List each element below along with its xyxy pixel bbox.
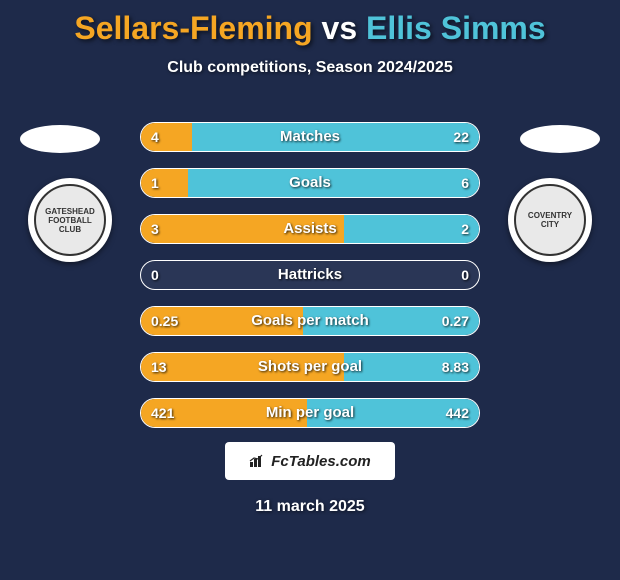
stat-row: 13Shots per goal8.83 bbox=[140, 352, 480, 382]
stat-value-right: 6 bbox=[461, 169, 469, 197]
stat-label: Min per goal bbox=[141, 399, 479, 427]
fctables-logo: FcTables.com bbox=[225, 442, 395, 480]
stat-value-right: 442 bbox=[446, 399, 469, 427]
club-logo-left: GATESHEAD FOOTBALL CLUB bbox=[28, 178, 112, 262]
stat-label: Goals bbox=[141, 169, 479, 197]
stat-value-right: 8.83 bbox=[442, 353, 469, 381]
player1-name: Sellars-Fleming bbox=[74, 10, 312, 46]
fctables-text: FcTables.com bbox=[271, 453, 370, 470]
club-logo-left-label: GATESHEAD FOOTBALL CLUB bbox=[34, 184, 106, 256]
stat-label: Shots per goal bbox=[141, 353, 479, 381]
comparison-title: Sellars-Fleming vs Ellis Simms bbox=[0, 0, 620, 47]
stat-row: 4Matches22 bbox=[140, 122, 480, 152]
stat-label: Hattricks bbox=[141, 261, 479, 289]
club-logo-right: COVENTRY CITY bbox=[508, 178, 592, 262]
country-flag-left bbox=[20, 125, 100, 153]
stat-label: Matches bbox=[141, 123, 479, 151]
stat-value-right: 0.27 bbox=[442, 307, 469, 335]
stat-label: Goals per match bbox=[141, 307, 479, 335]
stat-value-right: 22 bbox=[453, 123, 469, 151]
date-text: 11 march 2025 bbox=[0, 498, 620, 516]
stat-label: Assists bbox=[141, 215, 479, 243]
stats-container: 4Matches22 1Goals6 3Assists2 0Hattricks0 0.2… bbox=[140, 122, 480, 444]
stat-row: 0Hattricks0 bbox=[140, 260, 480, 290]
country-flag-right bbox=[520, 125, 600, 153]
club-logo-right-label: COVENTRY CITY bbox=[514, 184, 586, 256]
chart-icon bbox=[249, 454, 267, 468]
vs-text: vs bbox=[322, 10, 358, 46]
stat-row: 3Assists2 bbox=[140, 214, 480, 244]
stat-row: 0.25Goals per match0.27 bbox=[140, 306, 480, 336]
stat-row: 421Min per goal442 bbox=[140, 398, 480, 428]
stat-row: 1Goals6 bbox=[140, 168, 480, 198]
season-subtitle: Club competitions, Season 2024/2025 bbox=[0, 59, 620, 77]
stat-value-right: 2 bbox=[461, 215, 469, 243]
stat-value-right: 0 bbox=[461, 261, 469, 289]
player2-name: Ellis Simms bbox=[366, 10, 546, 46]
